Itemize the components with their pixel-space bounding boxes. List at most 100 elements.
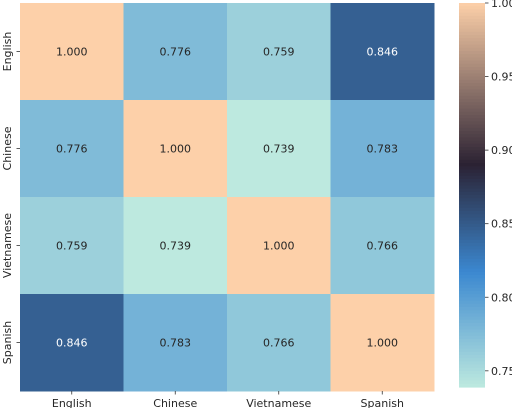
cell-value-label: 0.776 <box>160 46 192 59</box>
heatmap-cell-vietnamese-spanish <box>330 197 435 295</box>
heatmap-cell-spanish-vietnamese <box>227 294 331 392</box>
colorbar-segment <box>459 153 485 158</box>
heatmap-cell-chinese-english <box>20 100 124 198</box>
colorbar-segment <box>459 303 485 308</box>
colorbar-segment <box>459 63 485 68</box>
colorbar-segment <box>459 275 485 279</box>
colorbar-segment <box>459 79 485 84</box>
colorbar-segment <box>459 345 485 350</box>
heatmap-cell-spanish-chinese <box>123 294 228 392</box>
colorbar-segment <box>459 326 485 330</box>
colorbar-segment <box>459 323 485 327</box>
row-tick-labels: English Chinese Vietnamese Spanish <box>1 32 20 364</box>
colorbar-segment <box>459 236 485 241</box>
colorbar-segment <box>459 38 485 42</box>
colorbar-segment <box>459 150 485 154</box>
colorbar-segment <box>459 367 485 372</box>
colorbar-segment <box>459 198 485 202</box>
column-tick-labels: English Chinese Vietnamese Spanish <box>52 391 404 408</box>
cell-value-label: 0.759 <box>263 46 295 59</box>
heatmap-cells <box>20 3 435 392</box>
colorbar-segment <box>459 159 485 164</box>
colorbar-segment <box>459 92 485 97</box>
heatmap-cell-vietnamese-vietnamese <box>227 197 331 295</box>
colorbar-segment <box>459 262 485 266</box>
colorbar-segment <box>459 9 485 14</box>
heatmap-cell-english-vietnamese <box>227 3 331 101</box>
colorbar-segment <box>459 371 485 375</box>
colorbar-segment <box>459 12 485 17</box>
colorbar-segment <box>459 297 485 302</box>
cell-value-label: 0.783 <box>160 337 192 350</box>
colorbar-segment <box>459 227 485 231</box>
colorbar-segment <box>459 89 485 94</box>
colorbar-segment <box>459 220 485 225</box>
colorbar-segment <box>459 47 485 52</box>
cell-value-label: 0.776 <box>56 143 88 156</box>
colorbar-segment <box>459 99 485 103</box>
colorbar-segment <box>459 271 485 276</box>
colorbar-segment <box>459 108 485 113</box>
colorbar-segment <box>459 281 485 286</box>
colorbar-tick-labels: 1.00 0.95 0.90 0.85 0.80 0.75 <box>485 0 512 378</box>
column-label-english: English <box>52 397 92 408</box>
colorbar-segment <box>459 223 485 228</box>
heatmap-cell-chinese-vietnamese <box>227 100 331 198</box>
colorbar-segment <box>459 268 485 273</box>
colorbar-tick-label: 0.80 <box>491 291 512 304</box>
colorbar-segment <box>459 6 485 10</box>
colorbar-segment <box>459 28 485 33</box>
colorbar-segment <box>459 230 485 234</box>
cell-value-label: 0.766 <box>367 240 399 253</box>
colorbar-segment <box>459 374 485 378</box>
colorbar-segment <box>459 255 485 260</box>
column-label-spanish: Spanish <box>361 397 404 408</box>
colorbar-segment <box>459 51 485 55</box>
colorbar-segment <box>459 319 485 324</box>
row-label-vietnamese: Vietnamese <box>1 213 14 278</box>
heatmap-cell-chinese-chinese <box>123 100 228 198</box>
colorbar-segment <box>459 252 485 257</box>
heatmap-cell-english-english <box>20 3 124 101</box>
row-label-spanish: Spanish <box>1 321 14 364</box>
colorbar-segment <box>459 351 485 356</box>
colorbar-segment <box>459 31 485 36</box>
cell-value-label: 0.739 <box>263 143 295 156</box>
colorbar-segment <box>459 60 485 65</box>
colorbar-segment <box>459 22 485 26</box>
colorbar-segment <box>459 179 485 183</box>
colorbar-segment <box>459 259 485 263</box>
cell-value-label: 1.000 <box>263 240 295 253</box>
colorbar-segment <box>459 182 485 186</box>
cell-value-label: 0.846 <box>56 337 88 350</box>
cell-value-labels: 1.000 0.776 0.759 0.846 0.776 1.000 0.739 0.783… <box>56 46 398 350</box>
heatmap-cell-vietnamese-chinese <box>123 197 228 295</box>
heatmap-cell-english-chinese <box>123 3 228 101</box>
heatmap-cell-chinese-spanish <box>330 100 435 198</box>
colorbar-segment <box>459 364 485 369</box>
colorbar-segment <box>459 313 485 318</box>
colorbar-segment <box>459 188 485 193</box>
colorbar <box>459 3 485 388</box>
colorbar-segment <box>459 137 485 142</box>
colorbar-segment <box>459 95 485 100</box>
colorbar-segment <box>459 156 485 161</box>
colorbar-segment <box>459 131 485 135</box>
colorbar-tick-label: 0.75 <box>491 365 512 378</box>
colorbar-segment <box>459 329 485 334</box>
colorbar-segment <box>459 105 485 110</box>
colorbar-segment <box>459 166 485 170</box>
colorbar-segment <box>459 342 485 346</box>
colorbar-segment <box>459 163 485 167</box>
colorbar-segment <box>459 249 485 254</box>
colorbar-segment <box>459 278 485 282</box>
colorbar-segment <box>459 265 485 270</box>
colorbar-segment <box>459 377 485 382</box>
colorbar-segment <box>459 233 485 238</box>
column-label-chinese: Chinese <box>153 397 197 408</box>
colorbar-segment <box>459 348 485 353</box>
colorbar-segment <box>459 239 485 244</box>
colorbar-segment <box>459 300 485 305</box>
colorbar-segment <box>459 380 485 385</box>
